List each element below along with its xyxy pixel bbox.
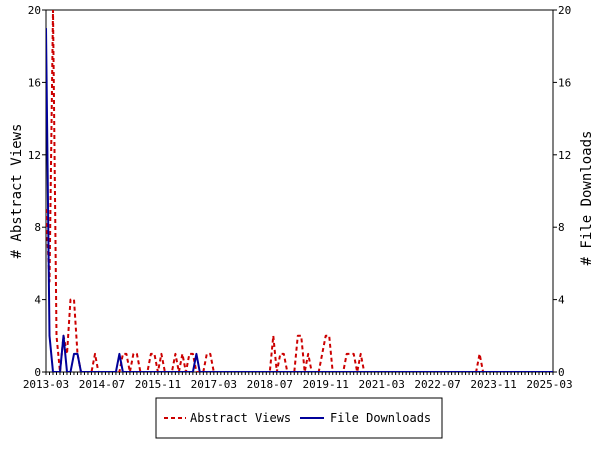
y-right-tick-label: 16: [558, 76, 571, 89]
y-right-tick-label: 12: [558, 149, 571, 162]
plot-area: [45, 9, 554, 373]
y-left-tick-label: 0: [34, 366, 41, 379]
legend-box: [155, 397, 443, 439]
x-ticks: 2013-03 2014-07 2015-11 2017-03 2018-07 2019-…: [23, 372, 573, 391]
y-right-axis-title: # File Downloads: [579, 131, 595, 266]
y-left-tick-label: 8: [34, 221, 41, 234]
y-right-tick-label: 4: [558, 294, 565, 307]
y-left-tick-label: 4: [34, 294, 41, 307]
x-tick-label: 2023-11: [470, 378, 516, 391]
x-tick-label: 2015-11: [135, 378, 181, 391]
series-layer: [46, 10, 553, 372]
x-tick-label: 2025-03: [526, 378, 572, 391]
x-tick-label: 2014-07: [79, 378, 125, 391]
x-tick-label: 2021-03: [358, 378, 404, 391]
y-right-tick-label: 20: [558, 4, 571, 17]
x-tick-label: 2019-11: [303, 378, 349, 391]
y-left-tick-label: 16: [28, 76, 41, 89]
x-tick-label: 2018-07: [247, 378, 293, 391]
x-tick-label: 2013-03: [23, 378, 69, 391]
x-tick-label: 2022-07: [414, 378, 460, 391]
legend-label-file-downloads: File Downloads: [330, 411, 431, 425]
x-tick-label: 2017-03: [191, 378, 237, 391]
series-line-abstract-views: [46, 10, 553, 372]
y-left-tick-label: 12: [28, 149, 41, 162]
legend-label-abstract-views: Abstract Views: [190, 411, 291, 425]
y-right-tick-label: 8: [558, 221, 565, 234]
y-left-ticks: 0 4 8 12 16 20: [28, 4, 46, 379]
legend: Abstract Views File Downloads: [155, 397, 443, 439]
y-left-tick-label: 20: [28, 4, 41, 17]
y-right-ticks: 0 4 8 12 16 20: [553, 4, 571, 379]
y-right-tick-label: 0: [558, 366, 565, 379]
y-left-axis-title: # Abstract Views: [9, 124, 25, 259]
